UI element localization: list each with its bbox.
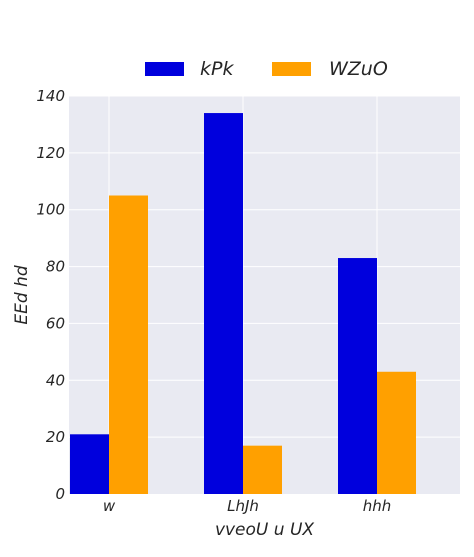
legend-swatch-kpk — [145, 62, 184, 76]
y-tick-label: 60 — [46, 314, 65, 332]
y-tick-label: 40 — [46, 371, 65, 389]
x-tick-label: LhJh — [227, 497, 259, 515]
y-tick-label: 80 — [46, 258, 65, 276]
y-tick-label: 100 — [36, 201, 65, 219]
bar-wzuo-2 — [377, 371, 416, 494]
bar-kpk-2 — [338, 258, 377, 494]
y-axis-ticks: 0 20 40 60 80 100 120 140 — [36, 87, 65, 503]
x-axis-ticks: w LhJh hhh — [103, 497, 391, 515]
x-tick-label: w — [103, 497, 116, 515]
legend-label-wzuo: WZuO — [329, 58, 388, 80]
y-tick-label: 20 — [46, 428, 65, 446]
bars — [70, 113, 416, 495]
x-tick-label: hhh — [363, 497, 392, 515]
y-axis-label: EEd hd — [12, 265, 32, 324]
bar-wzuo-1 — [243, 445, 282, 494]
legend: kPk WZuO — [145, 58, 388, 80]
y-tick-label: 0 — [55, 485, 65, 503]
bar-kpk-1 — [204, 113, 243, 495]
legend-label-kpk: kPk — [200, 58, 234, 80]
x-axis-label: vveoU u UX — [215, 520, 314, 540]
y-tick-label: 140 — [36, 87, 65, 105]
legend-swatch-wzuo — [272, 62, 311, 76]
bar-kpk-0 — [70, 434, 109, 494]
bar-wzuo-0 — [109, 195, 148, 494]
y-tick-label: 120 — [36, 144, 65, 162]
